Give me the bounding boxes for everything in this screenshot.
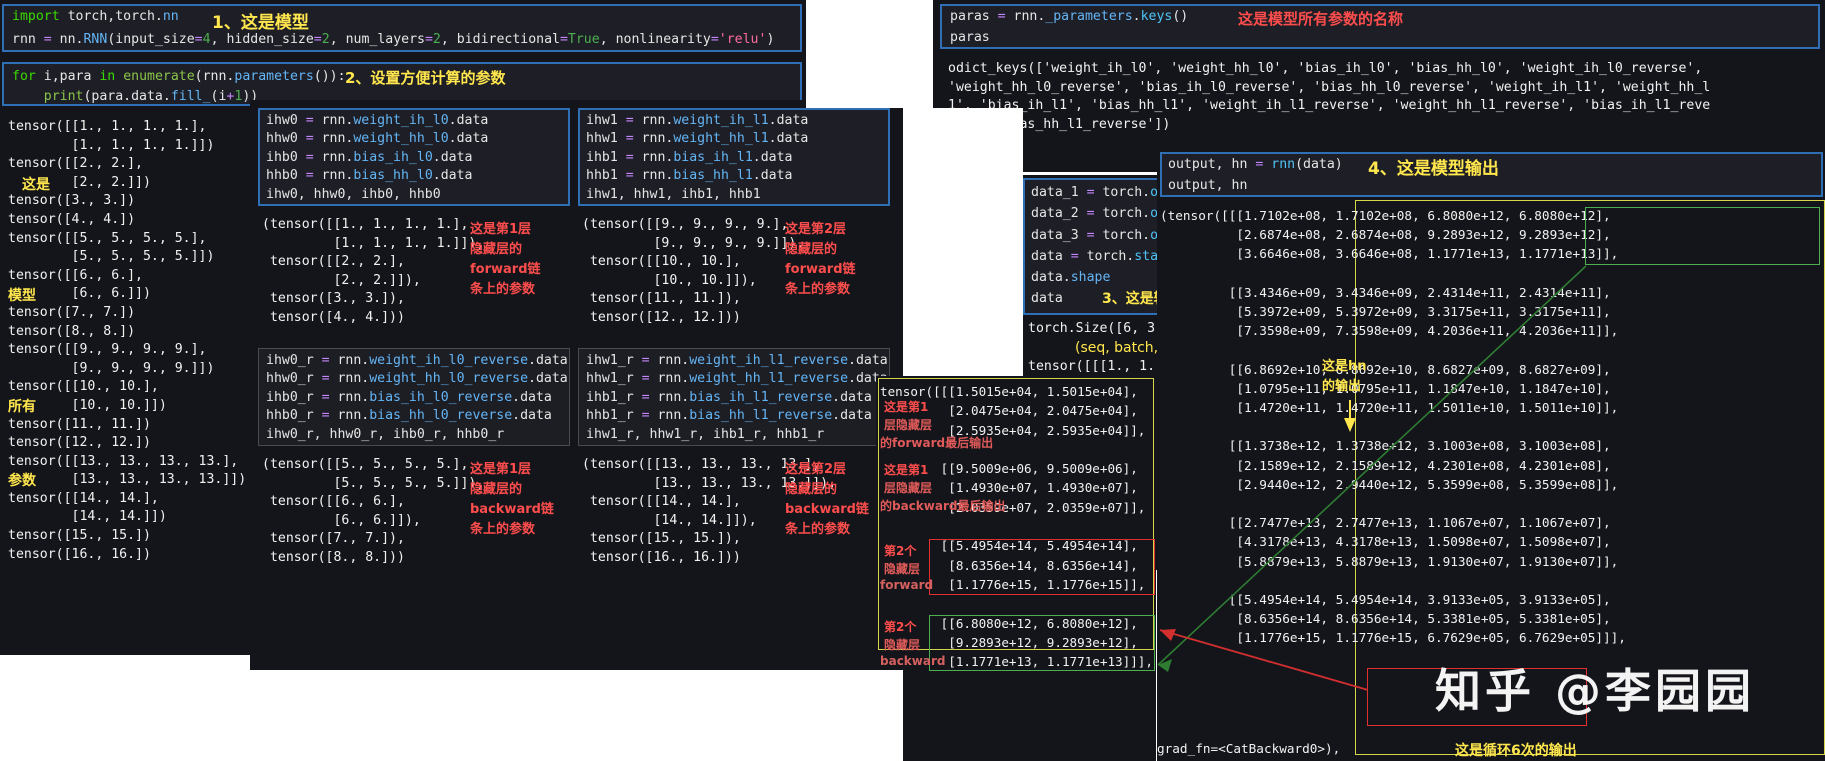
cell-layer1-backward-params[interactable] bbox=[578, 348, 890, 446]
code-output-line1: output, hn = rnn(data) bbox=[1168, 157, 1343, 172]
annotation-l1-fwd-1: 这是第2层 bbox=[785, 222, 847, 237]
annotation-l0-fwd-4: 条上的参数 bbox=[470, 282, 536, 297]
annotation-l1-fwd-2: 隐藏层的 bbox=[785, 242, 838, 257]
code-model-def-line2: rnn = nn.RNN(input_size=4, hidden_size=2… bbox=[12, 32, 775, 47]
code-param-loop-line2: print(para.data.fill_(i+1)) bbox=[43, 89, 259, 104]
annotation-l1-fwd-3: forward链 bbox=[785, 262, 856, 277]
code-l1-bwd: ihw1_r = rnn.weight_ih_l1_reverse.data h… bbox=[586, 353, 888, 442]
annotation-hn-l1-fwd-1: 这是第1 bbox=[884, 400, 929, 414]
left-terminal-panel bbox=[0, 0, 250, 655]
watermark: 知乎 @李园园 bbox=[1435, 664, 1756, 718]
cell-layer0-forward-params[interactable] bbox=[258, 108, 570, 206]
annotation-l0-bwd-1: 这是第1层 bbox=[470, 462, 532, 477]
annotation-l1-bwd-1: 这是第2层 bbox=[785, 462, 847, 477]
annotation-hn-l1-bwd-2: 层隐藏层 bbox=[884, 481, 933, 495]
output-param-print: tensor([[1., 1., 1., 1.], [1., 1., 1., 1… bbox=[8, 118, 248, 564]
output-grad-fn: grad_fn=<CatBackward0>), bbox=[1157, 741, 1341, 756]
hn-layer2-forward-box bbox=[929, 539, 1155, 595]
annotation-hn-l2-bwd-3: backward bbox=[880, 654, 946, 668]
annotation-2-params: 2、设置方便计算的参数 bbox=[345, 69, 506, 87]
annotation-hn-l1-bwd-1: 这是第1 bbox=[884, 463, 929, 477]
cell-model-definition[interactable] bbox=[2, 4, 802, 52]
cell-layer0-backward-params[interactable] bbox=[258, 348, 570, 446]
annotation-hn-out-2: 的输出 bbox=[1322, 379, 1362, 394]
annotation-left-4: 参数 bbox=[8, 473, 36, 489]
hn-terminal-panel bbox=[876, 376, 1156, 761]
annotation-1-model: 1、这是模型 bbox=[212, 13, 309, 33]
code-paras-line2: paras bbox=[950, 30, 990, 45]
hn-output-highlight-box bbox=[878, 378, 1154, 650]
annotation-left-1: 这是 bbox=[22, 177, 50, 193]
annotation-l0-bwd-3: backward链 bbox=[470, 502, 554, 517]
code-l0-bwd: ihw0_r = rnn.weight_ih_l0_reverse.data h… bbox=[266, 353, 568, 442]
param-print-lines: tensor([[1., 1., 1., 1.], [1., 1., 1., 1… bbox=[8, 119, 247, 562]
cell-model-output[interactable] bbox=[1160, 152, 1823, 197]
annotation-l1-bwd-4: 条上的参数 bbox=[785, 522, 851, 537]
annotation-hn-l1-bwd-3: 的backward最后输出 bbox=[880, 499, 1006, 513]
annotation-hn-out-1: 这是hn bbox=[1322, 359, 1367, 374]
cell-layer1-forward-params[interactable] bbox=[578, 108, 890, 206]
cell-paras-keys[interactable] bbox=[940, 4, 1820, 49]
annotation-hn-l1-fwd-3: 的forward最后输出 bbox=[880, 436, 994, 450]
output-model-tensor: (tensor([[[1.7102e+08, 1.7102e+08, 6.808… bbox=[1160, 208, 1626, 646]
code-param-loop-line1: for i,para in enumerate(rnn.parameters()… bbox=[12, 69, 346, 84]
output-layer0-backward: (tensor([[5., 5., 5., 5.], [5., 5., 5., … bbox=[262, 457, 485, 565]
kw-import: import bbox=[12, 9, 60, 24]
annotation-l1-fwd-4: 条上的参数 bbox=[785, 282, 851, 297]
annotation-hn-l1-fwd-2: 层隐藏层 bbox=[884, 418, 933, 432]
annotation-l1-bwd-3: backward链 bbox=[785, 502, 869, 517]
annotation-hn-l2-bwd-2: 隐藏层 bbox=[884, 638, 921, 652]
code-output-line2: output, hn bbox=[1168, 178, 1248, 193]
gap-top-mid bbox=[806, 0, 933, 108]
annotation-loop6: 这是循环6次的输出 bbox=[1455, 743, 1577, 759]
annotation-l0-bwd-2: 隐藏层的 bbox=[470, 482, 523, 497]
annotation-hn-l2-fwd-2: 隐藏层 bbox=[884, 562, 921, 576]
annotation-left-3: 所有 bbox=[8, 399, 36, 415]
output-odict-keys: odict_keys(['weight_ih_l0', 'weight_hh_l… bbox=[948, 61, 1711, 132]
hn-layer2-backward-box bbox=[929, 615, 1155, 671]
code-model-def-line1: import torch,torch.nn bbox=[12, 9, 179, 24]
annotation-l1-bwd-2: 隐藏层的 bbox=[785, 482, 838, 497]
gap-left-bottom bbox=[0, 655, 250, 761]
output-l2-forward-box bbox=[1367, 668, 1587, 726]
annotation-hn-l2-bwd-1: 第2个 bbox=[884, 620, 917, 634]
annotation-hn-l2-fwd-1: 第2个 bbox=[884, 544, 917, 558]
annotation-all-param-names: 这是模型所有参数的名称 bbox=[1238, 10, 1404, 28]
cell-param-fill-loop[interactable] bbox=[2, 62, 802, 106]
output-l2-backward-box bbox=[1585, 207, 1820, 265]
code-l1-fwd: ihw1 = rnn.weight_ih_l1.data hhw1 = rnn.… bbox=[586, 113, 809, 202]
code-l0-fwd: ihw0 = rnn.weight_ih_l0.data hhw0 = rnn.… bbox=[266, 113, 489, 202]
gap-mid-right bbox=[903, 108, 1023, 376]
annotation-l0-bwd-4: 条上的参数 bbox=[470, 522, 536, 537]
annotation-left-2: 模型 bbox=[8, 288, 36, 304]
code-paras-line1: paras = rnn._parameters.keys() bbox=[950, 9, 1189, 24]
output-layer1-backward: (tensor([[13., 13., 13., 13.], [13., 13.… bbox=[582, 457, 837, 565]
annotation-4-model-output: 4、这是模型输出 bbox=[1368, 159, 1499, 179]
gap-col23-bottom bbox=[250, 670, 903, 761]
annotation-hn-l2-fwd-3: forward bbox=[880, 578, 934, 592]
annotation-l0-fwd-1: 这是第1层 bbox=[470, 222, 532, 237]
annotation-l0-fwd-2: 隐藏层的 bbox=[470, 242, 523, 257]
output-layer1-forward: (tensor([[9., 9., 9., 9.], [9., 9., 9., … bbox=[582, 217, 805, 325]
output-hn-tensor: tensor([[[1.5015e+04, 1.5015e+04], [2.04… bbox=[880, 384, 1153, 670]
output-layer0-forward: (tensor([[1., 1., 1., 1.], [1., 1., 1., … bbox=[262, 217, 485, 325]
annotation-l0-fwd-3: forward链 bbox=[470, 262, 541, 277]
